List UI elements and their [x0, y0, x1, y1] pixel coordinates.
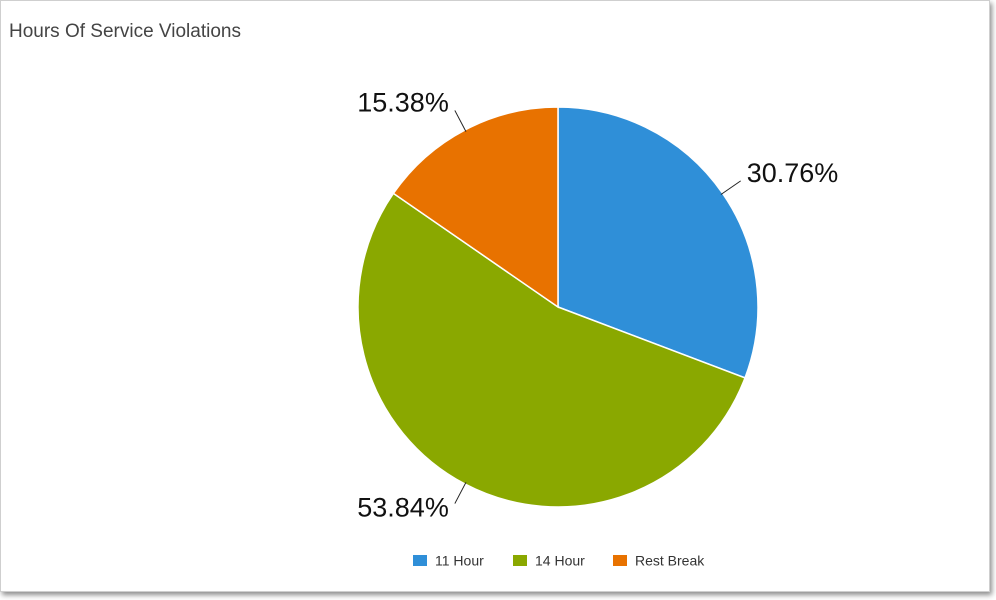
leader-line — [720, 180, 741, 195]
data-label: 30.76% — [747, 158, 839, 188]
legend-label: 14 Hour — [535, 553, 585, 569]
legend-label: Rest Break — [635, 553, 705, 569]
legend-swatch — [413, 555, 427, 566]
legend-swatch — [513, 555, 527, 566]
leader-line — [454, 482, 467, 504]
data-label: 53.84% — [357, 493, 449, 523]
legend-swatch — [613, 555, 627, 566]
leader-line — [454, 110, 467, 132]
data-label: 15.38% — [357, 88, 449, 118]
chart-title: Hours Of Service Violations — [9, 21, 241, 42]
legend-label: 11 Hour — [435, 553, 484, 569]
